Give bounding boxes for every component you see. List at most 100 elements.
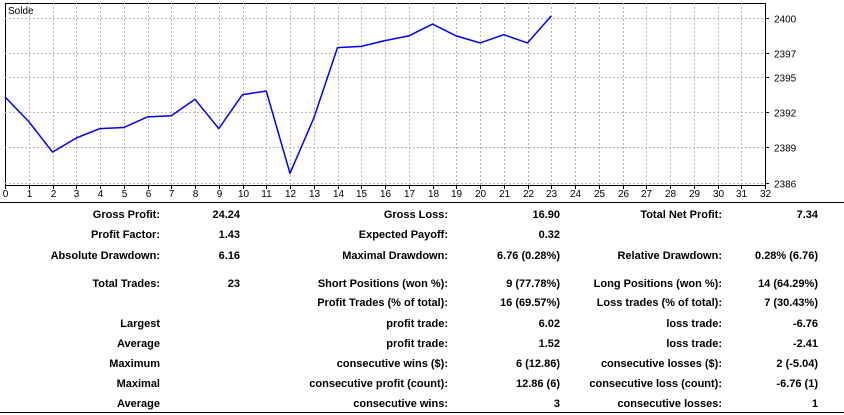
stat-label: profit trade: — [386, 318, 448, 330]
stat-value: 0.32 — [538, 229, 560, 241]
stats-row: Average consecutive wins: 3 consecutive los… — [0, 396, 844, 412]
stat-label: profit trade: — [386, 338, 448, 350]
x-tick-label: 15 — [356, 189, 368, 200]
stat-value: -2.41 — [792, 338, 818, 350]
stat-value: 2 (-5.04) — [776, 358, 818, 370]
x-tick-label: 28 — [665, 189, 677, 200]
x-tick-label: 9 — [217, 189, 223, 200]
x-tick-label: 16 — [380, 189, 392, 200]
x-tick-label: 10 — [238, 189, 250, 200]
balance-chart: 0 1 2 3 4 5 6 7 8 9 10 11 12 13 14 15 16 17 18 19 20 21 22 23 24… — [0, 0, 844, 200]
stat-label: loss trade: — [666, 318, 722, 330]
stat-label: Profit Factor: — [90, 229, 160, 241]
x-tick-label: 22 — [523, 189, 535, 200]
bottom-rule — [0, 412, 844, 413]
stat-value: 7.34 — [796, 209, 818, 221]
stat-value: 6.02 — [538, 318, 560, 330]
x-tick-label: 24 — [570, 189, 582, 200]
y-tick-label: 2397 — [774, 50, 797, 61]
x-tick-label: 11 — [261, 189, 272, 200]
plot-area — [5, 3, 766, 186]
stat-label: Total Net Profit: — [640, 209, 722, 221]
stat-label: Long Positions (won %): — [593, 278, 722, 290]
stat-label: Maximum — [109, 358, 160, 370]
x-tick-label: 8 — [193, 189, 199, 200]
x-tick-label: 32 — [760, 189, 772, 200]
stat-label: Relative Drawdown: — [617, 250, 722, 262]
stat-label: Profit Trades (% of total): — [317, 297, 448, 309]
stat-label: Gross Loss: — [383, 209, 448, 221]
x-tick-label: 31 — [736, 189, 748, 200]
stat-value: 23 — [227, 278, 240, 290]
stat-label: Maximal — [116, 378, 160, 390]
stat-label: Gross Profit: — [92, 209, 160, 221]
stat-value: 0.28% (6.76) — [755, 250, 818, 262]
stat-label: consecutive losses ($): — [600, 358, 722, 370]
stat-label: consecutive loss (count): — [589, 378, 722, 390]
stat-value: 12.86 (6) — [515, 378, 560, 390]
stat-value: 1.43 — [218, 229, 240, 241]
x-tick-label: 2 — [51, 189, 57, 200]
stat-value: -6.76 (1) — [776, 378, 818, 390]
x-tick-label: 6 — [146, 189, 152, 200]
stat-label: consecutive profit (count): — [309, 378, 448, 390]
stats-row: Profit Trades (% of total): 16 (69.57%) Lo… — [0, 295, 844, 311]
x-tick-label: 26 — [618, 189, 630, 200]
stat-label: Expected Payoff: — [358, 229, 448, 241]
stat-label: Average — [116, 338, 160, 350]
stats-row: Total Trades: 23 Short Positions (won %): 9… — [0, 276, 844, 292]
x-tick-label: 0 — [3, 189, 9, 200]
stat-value: 14 (64.29%) — [758, 278, 818, 290]
x-tick-label: 13 — [309, 189, 321, 200]
stat-label: Short Positions (won %): — [317, 278, 448, 290]
balance-chart-svg: 0 1 2 3 4 5 6 7 8 9 10 11 12 13 14 15 16 17 18 19 20 21 22 23 24… — [3, 3, 797, 200]
x-tick-label: 18 — [428, 189, 440, 200]
stats-row: Maximal consecutive profit (count): 12.86 … — [0, 376, 844, 392]
stat-value: 1 — [811, 398, 818, 410]
stat-label: consecutive losses: — [617, 398, 722, 410]
stat-label: Maximal Drawdown: — [342, 250, 448, 262]
stat-label: consecutive wins: — [353, 398, 448, 410]
stat-value: 6.16 — [218, 250, 240, 262]
stat-value: 1.52 — [538, 338, 560, 350]
stats-row: Gross Profit: 24.24 Gross Loss: 16.90 Total … — [0, 207, 844, 223]
x-tick-label: 20 — [475, 189, 487, 200]
x-tick-label: 3 — [74, 189, 80, 200]
x-tick-label: 23 — [546, 189, 558, 200]
stat-value: 7 (30.43%) — [764, 297, 818, 309]
stat-value: 24.24 — [212, 209, 240, 221]
stat-label: Absolute Drawdown: — [50, 250, 160, 262]
x-tick-label: 17 — [404, 189, 416, 200]
y-tick-label: 2389 — [774, 144, 797, 155]
x-tick-label: 30 — [713, 189, 725, 200]
x-tick-label: 7 — [169, 189, 175, 200]
stat-label: Total Trades: — [92, 278, 160, 290]
stat-value: -6.76 — [792, 318, 818, 330]
x-tick-label: 1 — [27, 189, 33, 200]
y-tick-label: 2400 — [774, 15, 797, 26]
x-tick-label: 21 — [499, 189, 511, 200]
balance-line — [4, 15, 552, 175]
x-tick-label: 19 — [451, 189, 463, 200]
x-tick-label: 12 — [285, 189, 297, 200]
stat-value: 3 — [553, 398, 560, 410]
stat-value: 16.90 — [532, 209, 560, 221]
stat-label: consecutive wins ($): — [336, 358, 448, 370]
stat-label: loss trade: — [666, 338, 722, 350]
stat-label: Loss trades (% of total): — [596, 297, 722, 309]
report-stats — [0, 202, 844, 203]
x-tick-label: 4 — [98, 189, 104, 200]
stats-row: Average profit trade: 1.52 loss trade: -2.41 — [0, 336, 844, 352]
x-tick-label: 5 — [122, 189, 128, 200]
x-tick-label: 14 — [333, 189, 345, 200]
stat-value: 6.76 (0.28%) — [497, 250, 560, 262]
stats-row: Maximum consecutive wins ($): 6 (12.86) con… — [0, 356, 844, 372]
x-tick-label: 27 — [641, 189, 653, 200]
y-tick-label: 2392 — [774, 109, 797, 120]
x-tick-label: 29 — [689, 189, 701, 200]
stats-row: Absolute Drawdown: 6.16 Maximal Drawdown: 6… — [0, 248, 844, 264]
y-tick-label: 2395 — [774, 74, 797, 85]
stat-value: 9 (77.78%) — [506, 278, 560, 290]
y-tick-label: 2386 — [774, 180, 797, 191]
stat-label: Average — [116, 398, 160, 410]
